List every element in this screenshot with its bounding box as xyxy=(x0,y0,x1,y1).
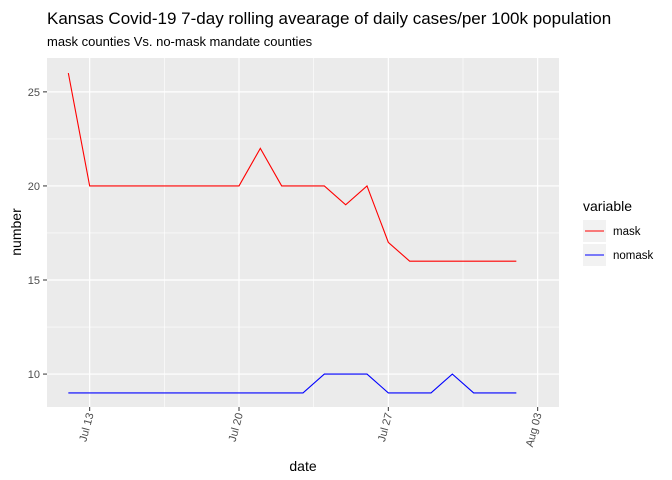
legend-label-mask: mask xyxy=(613,226,641,238)
series-line-mask xyxy=(67,72,517,262)
y-tick-label: 10 xyxy=(28,369,40,381)
x-tick-label: Jul 20 xyxy=(227,412,246,443)
chart-subtitle: mask counties Vs. no-mask mandate counti… xyxy=(47,34,313,49)
grid-minor xyxy=(47,58,559,407)
x-axis-title: date xyxy=(289,458,316,474)
x-tick-label: Jul 13 xyxy=(77,412,96,443)
y-tick-label: 20 xyxy=(28,181,40,193)
x-axis: Jul 13 Jul 20 Jul 27 Aug 03 xyxy=(77,407,545,449)
y-tick-label: 25 xyxy=(28,87,40,99)
y-axis: 10 15 20 25 xyxy=(28,87,47,381)
x-tick-label: Aug 03 xyxy=(524,412,545,449)
x-tick-label: Jul 27 xyxy=(376,412,395,443)
chart-title: Kansas Covid-19 7-day rolling avearage o… xyxy=(47,9,611,28)
plot-panel xyxy=(47,58,559,407)
legend: variable mask nomask xyxy=(583,198,654,266)
y-axis-title: number xyxy=(8,208,24,256)
legend-label-nomask: nomask xyxy=(613,250,654,262)
series-line-nomask xyxy=(68,373,517,394)
series-layer xyxy=(67,72,517,394)
legend-title: variable xyxy=(583,198,632,214)
y-tick-label: 15 xyxy=(28,275,40,287)
